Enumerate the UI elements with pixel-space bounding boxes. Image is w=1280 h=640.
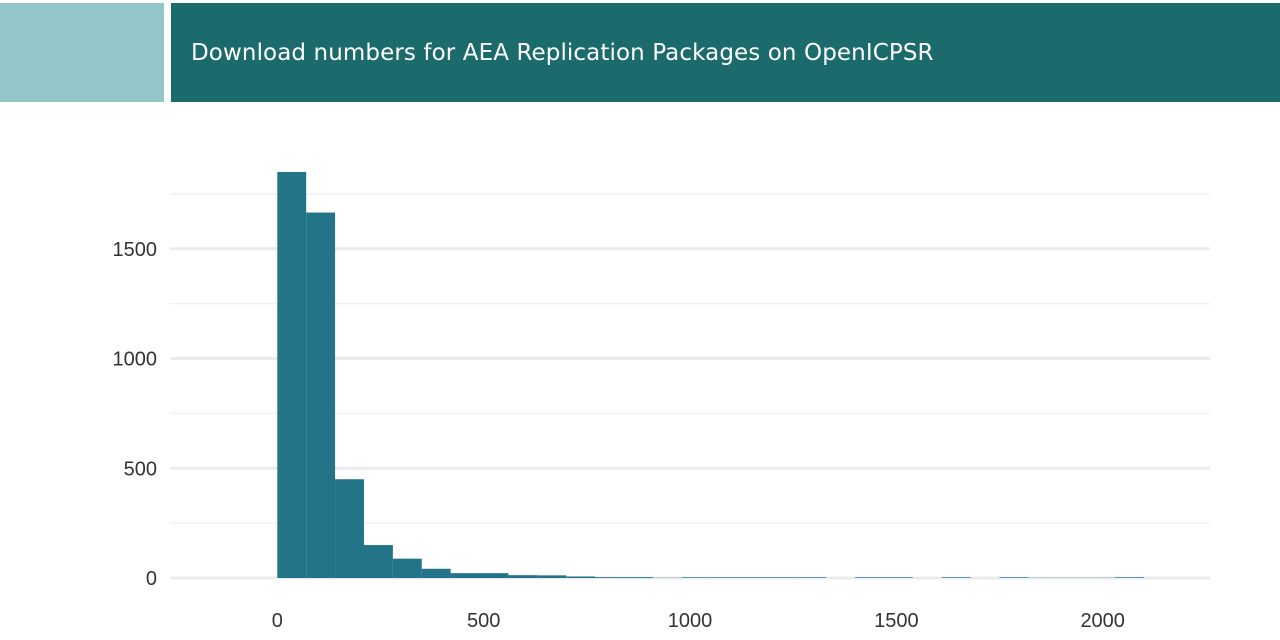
histogram-bar-21 (883, 577, 913, 578)
histogram-bar-25 (999, 577, 1029, 578)
histogram-bar-14 (681, 577, 711, 578)
histogram-bar-7 (479, 573, 509, 578)
histogram-bar-16 (739, 577, 769, 578)
x-tick-label: 2000 (1080, 610, 1125, 632)
y-tick-label: 500 (124, 458, 157, 480)
y-tick-label: 0 (146, 568, 157, 590)
x-tick-label: 1000 (668, 610, 713, 632)
histogram-bar-23 (941, 577, 971, 578)
histogram-bar-3 (363, 545, 393, 578)
histogram-bar-29 (1115, 577, 1144, 578)
x-tick-label: 500 (467, 610, 500, 632)
histogram-bar-18 (797, 577, 827, 578)
y-tick-label: 1000 (113, 349, 158, 371)
histogram-bar-5 (421, 568, 451, 578)
histogram-bar-1 (306, 212, 336, 579)
x-tick-label: 1500 (874, 610, 919, 632)
histogram-bar-6 (450, 573, 480, 578)
histogram-bar-9 (537, 575, 567, 578)
title-bar: Download numbers for AEA Replication Pac… (171, 3, 1280, 102)
histogram-bar-2 (335, 479, 364, 578)
histogram-bar-10 (566, 576, 596, 578)
y-axis-ticks: 0 500 1000 1500 (113, 239, 158, 590)
header-accent-block (0, 3, 164, 102)
x-tick-label: 0 (272, 610, 283, 632)
page-title: Download numbers for AEA Replication Pac… (191, 39, 934, 66)
histogram-bar-17 (768, 577, 798, 578)
histogram-bar-8 (508, 575, 538, 578)
histogram-bar-11 (595, 577, 624, 578)
histogram-bar-0 (277, 171, 307, 578)
y-tick-label: 1500 (113, 239, 158, 261)
histogram-bar-15 (710, 577, 740, 578)
chart-bars (277, 171, 1144, 579)
histogram-bar-20 (855, 577, 884, 578)
histogram-bar-4 (392, 558, 422, 578)
histogram-bar-12 (623, 577, 653, 578)
x-axis-ticks: 0 500 1000 1500 2000 (272, 610, 1125, 632)
